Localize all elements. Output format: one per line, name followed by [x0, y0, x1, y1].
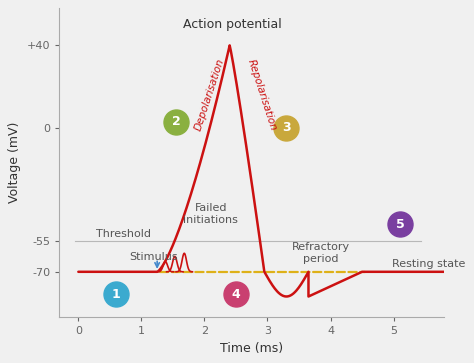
X-axis label: Time (ms): Time (ms): [220, 342, 283, 355]
Text: Stimulus: Stimulus: [130, 252, 178, 262]
Text: Threshold: Threshold: [96, 229, 151, 239]
Text: 4: 4: [232, 288, 240, 301]
Text: 2: 2: [172, 115, 181, 128]
Text: Failed
initiations: Failed initiations: [183, 203, 238, 225]
Text: Resting state: Resting state: [392, 258, 465, 269]
Text: Depolarisation: Depolarisation: [193, 57, 226, 132]
Text: 5: 5: [395, 218, 404, 231]
Text: Refractory
period: Refractory period: [292, 242, 350, 264]
Text: Action potential: Action potential: [183, 18, 282, 31]
Y-axis label: Voltage (mV): Voltage (mV): [9, 122, 21, 203]
Text: Repolarisation: Repolarisation: [246, 58, 279, 132]
Text: 1: 1: [112, 288, 120, 301]
Text: 3: 3: [282, 121, 291, 134]
